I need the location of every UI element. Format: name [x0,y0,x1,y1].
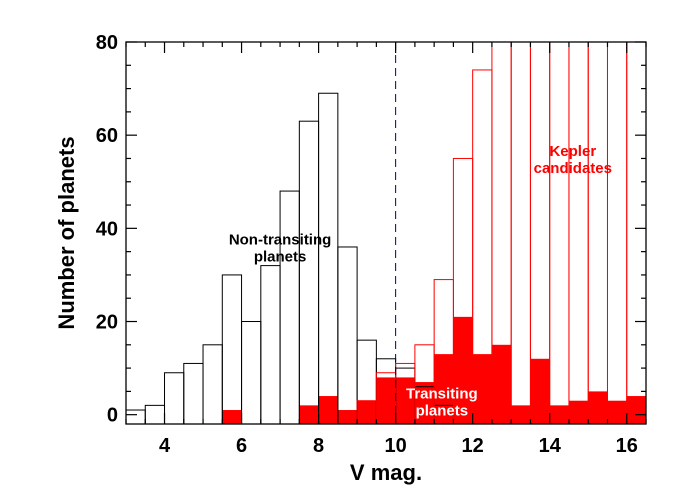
transiting-planets-bar [491,344,512,424]
y-tick-label: 20 [96,312,118,334]
non-transiting-planets-bar [202,344,223,425]
non-transiting-planets-bar [144,404,166,425]
non-transiting-planets-bar [164,372,185,425]
annotation-line: candidates [534,160,612,177]
transiting-planets-bar [472,354,492,424]
kepler-candidates-bar [626,41,647,425]
axes: 4 6 8 10 12 14 16 0 20 40 60 80 V mag. Number of plan… [54,32,647,485]
non-transiting-planets-bar [298,120,320,425]
transiting-planets-bar [318,396,338,424]
annotation-label: Transiting planets [406,385,478,419]
transiting-planets-bar [568,400,589,424]
y-tick-label: 40 [96,218,118,240]
transiting-planets-bar [453,316,473,424]
non-transiting-planets-bar [337,246,358,425]
non-transiting-planets-bar [221,274,243,425]
x-axis-title: V mag. [350,460,422,485]
x-tick-label: 8 [313,435,324,457]
x-tick-label: 12 [462,435,484,457]
kepler-candidates-bar [510,41,531,425]
transiting-planets-bar [395,377,415,424]
annotation-label: Kepler candidates [534,143,612,177]
non-transiting-planets-bar [241,321,262,425]
transiting-planets-bar [549,405,569,424]
non-transiting-planets-bar [279,190,300,425]
transiting-planets-bar [511,405,531,424]
annotation-label: Non-transiting planets [229,232,332,266]
histogram-bars [125,41,647,425]
x-tick-label: 6 [236,435,247,457]
transiting-planets-bar [337,410,358,424]
y-axis-title: Number of planets [54,136,79,329]
transiting-planets-bar [434,354,454,424]
y-tick-label: 80 [96,32,118,54]
transiting-planets-bar [299,405,319,424]
transiting-planets-bar [376,377,396,424]
kepler-candidates-bar [587,41,608,425]
non-transiting-planets-bar [125,409,146,425]
transiting-planets-bar [414,382,435,424]
annotation-line: planets [416,402,469,419]
x-tick-label: 14 [539,435,562,457]
non-transiting-planets-bar [318,92,339,425]
annotation-line: Transiting [406,385,478,402]
x-tick-label: 10 [385,435,407,457]
transiting-planets-bar [607,400,627,424]
annotation-line: planets [254,249,307,266]
x-tick-label: 16 [616,435,638,457]
transiting-planets-bar [222,410,242,424]
non-transiting-planets-bar [260,265,281,425]
kepler-candidates-bar [606,41,628,425]
transiting-planets-bar [626,396,646,424]
x-tick-label: 4 [159,435,171,457]
transiting-planets-bar [357,400,377,424]
annotation-line: Non-transiting [229,232,332,249]
annotation-line: Kepler [549,143,596,160]
transiting-planets-bar [530,358,550,424]
y-tick-label: 60 [96,125,118,147]
y-tick-label: 0 [107,405,118,427]
non-transiting-planets-bar [183,362,204,425]
transiting-planets-bar [588,391,608,424]
plot-frame [125,41,647,425]
kepler-candidates-bar [568,41,589,425]
kepler-candidates-bar [549,41,570,425]
